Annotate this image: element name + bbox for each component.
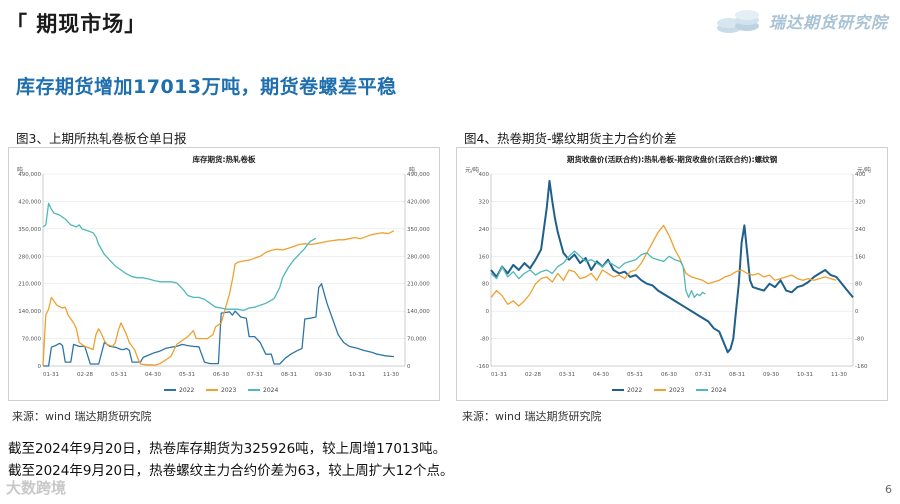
left-y-tick-right: 70,000 [407,337,427,343]
right-y-tick-left: 160 [479,254,490,260]
left-x-tick: 08-31 [281,372,297,378]
left-chart-source: 来源：wind 瑞达期货研究院 [12,410,152,423]
right-y-tick-left: 400 [479,172,490,178]
left-ylabel-right: 吨 [409,166,415,174]
right-legend-label-2022: 2022 [627,387,642,394]
page-title: 「 期现市场」 [6,12,147,36]
left-chart-fig-title: 图3、上期所热轧卷板仓单日报 [16,131,187,146]
brand-logo: 瑞达期货研究院 [715,6,888,36]
right-y-tick-right: 160 [855,254,866,260]
left-ylabel-left: 吨 [17,166,23,174]
left-y-tick-right: 280,000 [407,254,430,260]
left-series-2023-line [42,230,395,367]
left-series-2022-line [43,283,394,367]
left-y-tick-left: 210,000 [18,282,41,288]
left-y-tick-left: 70,000 [22,337,42,343]
left-x-tick: 05-31 [179,372,195,378]
left-x-tick: 02-28 [77,372,93,378]
right-x-tick: 01-31 [491,372,507,378]
left-y-tick-right: 420,000 [407,199,430,205]
left-y-tick-left: 490,000 [18,172,41,178]
right-x-tick: 06-30 [661,372,677,378]
right-x-tick: 04-30 [593,372,609,378]
page-number: 6 [885,483,892,496]
left-chart-title: 库存期货:热轧卷板 [193,154,256,164]
right-y-tick-right: 240 [855,227,866,233]
left-x-tick: 01-31 [43,372,59,378]
left-y-tick-left: 350,000 [18,227,41,233]
right-x-tick: 07-31 [695,372,711,378]
right-y-tick-left: -80 [480,337,489,343]
right-y-tick-right: -80 [855,337,864,343]
left-y-tick-right: 0 [407,364,411,370]
right-chart-fig-title: 图4、热卷期货-螺纹期货主力合约价差 [464,131,677,146]
coins-icon [716,10,759,33]
left-x-tick: 07-31 [247,372,263,378]
right-y-tick-right: -160 [855,364,868,370]
right-chart-source: 来源：wind 瑞达期货研究院 [462,410,602,423]
right-chart-title: 期货收盘价(活跃合约):热轧卷板-期货收盘价(活跃合约):螺纹钢 [567,154,778,164]
left-x-tick: 11-30 [383,372,399,378]
left-y-tick-left: 140,000 [18,309,41,315]
left-y-tick-right: 490,000 [407,172,430,178]
left-x-tick: 10-31 [349,372,365,378]
left-legend-label-2023: 2023 [221,387,236,394]
right-y-tick-left: 240 [479,227,490,233]
left-chart-box: 库存期货:热轧卷板吨吨 490,000 490,000 420,000 420,000 3… [8,147,440,401]
right-chart-box: 期货收盘价(活跃合约):热轧卷板-期货收盘价(活跃合约):螺纹钢 元/吨 元/吨 40… [456,147,888,401]
right-legend-label-2024: 2024 [711,387,726,394]
note-1: 截至2024年9月20日，热卷库存期货为325926吨，较上周增17013吨。 [8,441,447,457]
right-x-tick: 08-31 [729,372,745,378]
left-legend-label-2022: 2022 [179,387,194,394]
left-y-tick-left: 420,000 [18,199,41,205]
left-y-tick-right: 350,000 [407,227,430,233]
left-series-2024-line [42,202,317,312]
watermark: 大数跨境 [6,479,67,497]
logo-text: 瑞达期货研究院 [768,13,888,32]
right-y-tick-left: -160 [477,364,490,370]
left-y-tick-right: 140,000 [407,309,430,315]
right-ylabel-right: 元/吨 [857,166,871,174]
right-y-tick-right: 0 [855,309,859,315]
right-y-tick-left: 80 [482,282,489,288]
left-x-tick: 03-31 [111,372,127,378]
right-x-tick: 09-30 [763,372,779,378]
right-series-2024-line [490,250,706,299]
right-y-tick-left: 320 [479,199,490,205]
left-x-tick: 06-30 [213,372,229,378]
right-x-tick: 02-28 [525,372,541,378]
right-ylabel-left: 元/吨 [465,166,479,174]
left-y-tick-left: 280,000 [18,254,41,260]
right-x-tick: 11-30 [831,372,847,378]
left-y-tick-left: 0 [38,364,42,370]
right-y-tick-right: 400 [855,172,866,178]
left-x-tick: 09-30 [315,372,331,378]
right-series-2022-line [490,179,854,354]
left-legend-label-2024: 2024 [263,387,278,394]
right-x-tick: 03-31 [559,372,575,378]
right-x-tick: 05-31 [627,372,643,378]
right-y-tick-right: 320 [855,199,866,205]
left-x-tick: 04-30 [145,372,161,378]
headline: 库存期货增加17013万吨，期货卷螺差平稳 [16,76,397,98]
note-2: 截至2024年9月20日，热卷螺纹主力合约价差为63，较上周扩大12个点。 [8,463,454,479]
right-series-2023-line [490,224,837,307]
left-y-tick-right: 210,000 [407,282,430,288]
right-y-tick-left: 0 [486,309,490,315]
right-x-tick: 10-31 [797,372,813,378]
right-legend-label-2023: 2023 [669,387,684,394]
right-y-tick-right: 80 [855,282,862,288]
